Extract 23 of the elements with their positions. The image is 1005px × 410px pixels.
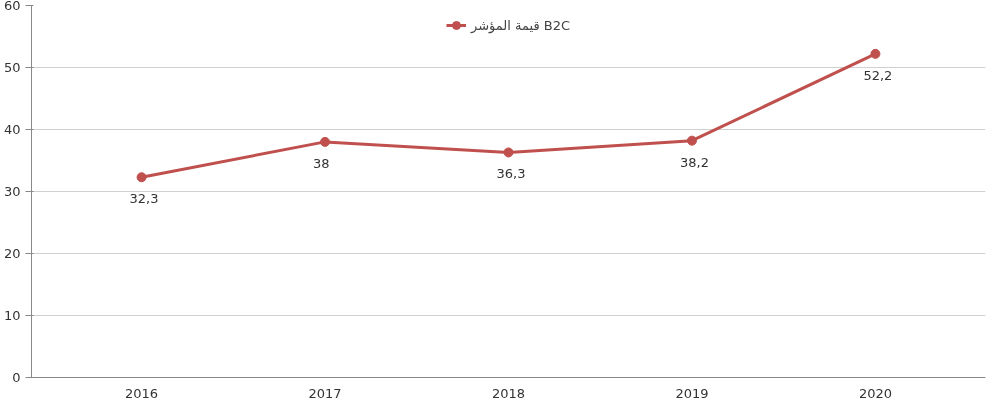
- x-tick-label: 2017: [308, 385, 342, 401]
- point: [136, 172, 147, 183]
- point: [870, 48, 881, 59]
- y-tick-label: 10: [3, 308, 21, 323]
- y-tick-label: 60: [3, 0, 21, 13]
- data-label: 52,2: [863, 67, 893, 83]
- x-tick-label: 2019: [675, 385, 709, 401]
- x-tick-label: 2018: [491, 385, 526, 401]
- data-label: 36,3: [496, 166, 526, 182]
- x-tick-label: 2020: [858, 385, 892, 401]
- y-tick-label: 0: [12, 370, 21, 385]
- data-label: 38: [313, 155, 330, 171]
- point: [686, 135, 697, 146]
- point: [320, 136, 331, 147]
- y-tick-label: 50: [3, 60, 21, 75]
- data-label: 38,2: [679, 154, 709, 170]
- x-tick-label: 2016: [125, 385, 159, 401]
- legend-label: قيمة المؤشر B2C: [470, 17, 571, 33]
- y-tick-label: 30: [3, 184, 21, 199]
- y-tick-label: 40: [3, 122, 21, 137]
- data-label: 32,3: [129, 191, 159, 207]
- y-tick-label: 20: [3, 246, 21, 261]
- point: [503, 147, 514, 158]
